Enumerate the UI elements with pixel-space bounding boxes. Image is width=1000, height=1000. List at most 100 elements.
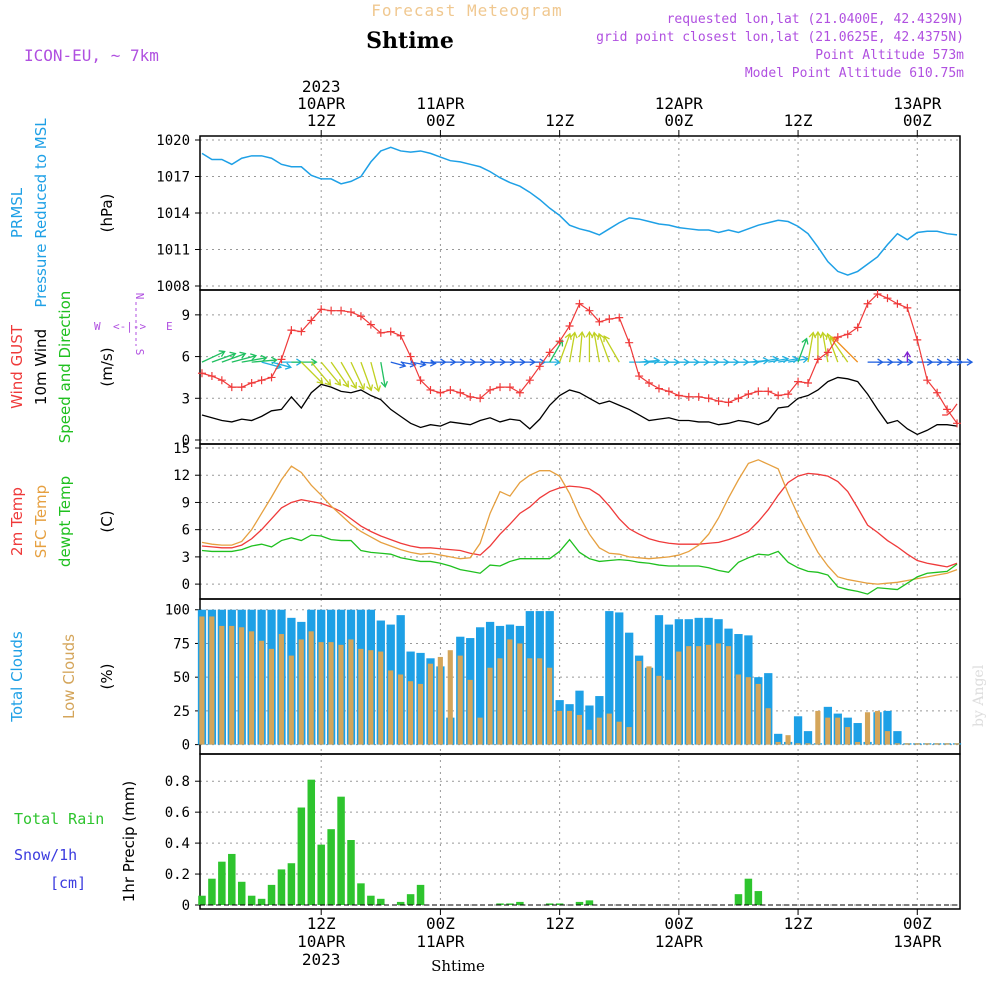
top-time-label: 13APR (893, 94, 942, 113)
gust-marker (843, 330, 852, 339)
panel-label: dewpt Temp (56, 476, 74, 567)
gust-marker (645, 378, 654, 387)
wind-dir-arrowhead (966, 358, 974, 366)
gust-marker (515, 388, 524, 397)
rain-bar (585, 900, 594, 905)
y-tick-label: 25 (173, 704, 190, 720)
panels: 1008 1011 1014 1017 1020 PRMSL Pressure Reduce… (8, 118, 974, 914)
panel-pressure: 1008 1011 1014 1017 1020 PRMSL Pressure Reduce… (8, 118, 961, 308)
rain-bar (277, 869, 286, 905)
bottom-time-label: 13APR (893, 932, 942, 951)
rain-bar (218, 861, 226, 905)
rain-bar (208, 878, 216, 905)
low-cloud-bar (894, 743, 900, 745)
wind-dir-arrow (211, 352, 236, 363)
wind-dir-arrowhead (334, 379, 342, 387)
low-cloud-bar (596, 717, 602, 745)
panel-label: 10m Wind (32, 329, 50, 405)
wind-dir-arrowhead (903, 350, 912, 358)
y-tick-label: 0.8 (165, 774, 190, 790)
bottom-time-label: 12Z (545, 914, 574, 933)
wind-dir-arrowhead (350, 382, 357, 390)
gust-marker (654, 384, 663, 393)
wind10m-line (201, 376, 958, 436)
gust-marker (863, 299, 872, 308)
low-cloud-bar (537, 658, 543, 745)
wind-dir-arrowhead (825, 332, 833, 340)
gust-marker (476, 394, 485, 403)
total-cloud-bar (793, 716, 803, 745)
wind-dir-arrow (271, 361, 292, 368)
wind-dir-arrow (201, 350, 225, 363)
y-tick-label: 0.6 (165, 805, 190, 821)
wind-dir-arrowhead (324, 379, 332, 387)
pressure-line (201, 146, 958, 276)
gust-marker (297, 327, 306, 336)
low-cloud-bar (616, 721, 622, 745)
wind-dir-arrow (559, 333, 571, 363)
total-cloud-bar (853, 723, 862, 745)
point-altitude: Point Altitude 573m (815, 48, 964, 63)
low-cloud-bar (795, 743, 801, 745)
low-cloud-bar (199, 616, 205, 745)
low-cloud-bar (656, 675, 662, 745)
wind-dir-arrow (251, 359, 277, 363)
low-cloud-bar (378, 651, 384, 745)
low-cloud-bar (636, 660, 642, 745)
y-axis-label: (C) (98, 510, 116, 532)
wind-dir-arrow (578, 332, 583, 363)
gust-marker (893, 299, 902, 308)
top-time-label: 00Z (426, 111, 455, 130)
gust-marker (505, 383, 514, 392)
low-cloud-bar (348, 639, 354, 745)
low-cloud-bar (706, 644, 712, 745)
low-cloud-bar (686, 646, 692, 745)
gust-marker (943, 405, 952, 414)
gust-marker (406, 352, 415, 361)
gust-marker (257, 376, 266, 385)
wind-dir-arrow (221, 352, 246, 363)
rain-bar (545, 903, 554, 905)
gust-marker (535, 362, 544, 371)
rain-bar (327, 829, 335, 905)
panel-label: PRMSL (8, 187, 26, 238)
gust-marker (426, 385, 435, 394)
y-tick-label: 1008 (156, 279, 190, 295)
wind-dir-arrowhead (380, 380, 389, 388)
top-time-label: 12Z (784, 111, 813, 130)
y-tick-label: 1011 (156, 243, 190, 259)
panel-label: Total Clouds (8, 631, 26, 723)
wind-series (197, 290, 974, 436)
gust-marker (545, 348, 554, 357)
wind-dir-arrowhead (653, 357, 661, 365)
wind-dir-arrow (788, 358, 808, 363)
wind-dir-arrow (593, 332, 601, 363)
low-cloud-bar (845, 727, 851, 745)
gust-marker (247, 378, 256, 387)
wind-dir-arrowhead (218, 350, 226, 357)
y-tick-label: 6 (182, 523, 190, 539)
wind-dir-arrowhead (585, 330, 594, 338)
rain-bar (555, 903, 564, 905)
low-cloud-bar (715, 643, 722, 745)
y-tick-label: 0.4 (165, 836, 190, 852)
gust-line-tail (942, 403, 958, 416)
compass-arrow: <-|-> (113, 320, 146, 333)
model-altitude: Model Point Altitude 610.75m (745, 66, 964, 81)
low-cloud-bar (944, 743, 950, 745)
wind-dir-arrow (330, 361, 349, 388)
low-cloud-bar (765, 708, 771, 745)
low-cloud-bar (288, 655, 294, 745)
y-tick-label: 1014 (156, 206, 190, 222)
total-cloud-bar (585, 705, 594, 745)
low-cloud-bar (825, 717, 831, 745)
total-cloud-bar (774, 733, 783, 745)
low-cloud-bar (576, 714, 582, 745)
gust-marker (456, 388, 465, 397)
low-cloud-bar (268, 648, 275, 745)
low-cloud-bar (427, 663, 433, 745)
panel-label: Wind GUST (8, 324, 26, 409)
wind-dir-arrowhead (250, 353, 258, 361)
gust-marker (764, 387, 773, 396)
y-axis-label: (hPa) (98, 194, 116, 233)
